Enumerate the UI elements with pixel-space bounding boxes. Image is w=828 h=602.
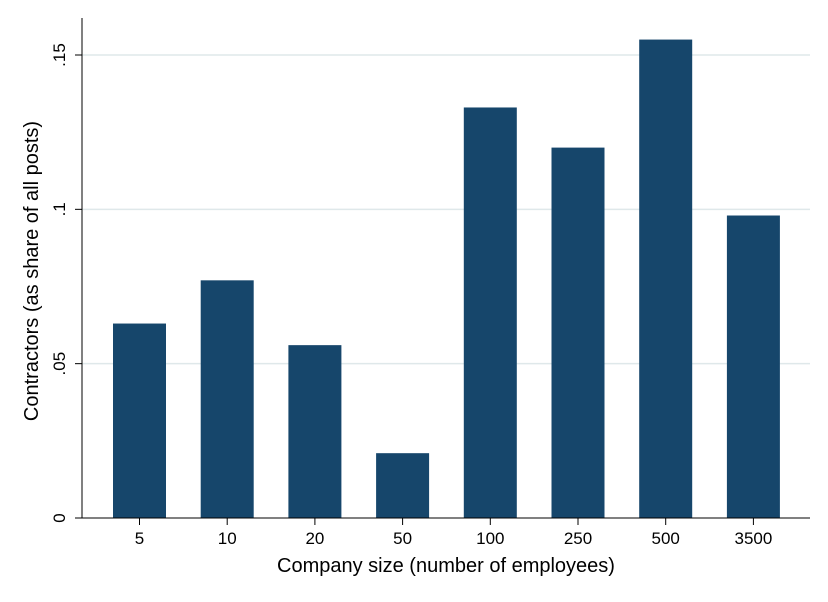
x-tick-label: 50: [393, 529, 412, 548]
bar-3500: [726, 215, 780, 519]
bar-250: [551, 147, 605, 518]
x-tick-label: 20: [305, 529, 324, 548]
axes: [81, 18, 810, 519]
bar-500: [639, 39, 693, 519]
bar-20: [288, 345, 342, 518]
gridlines: [82, 54, 810, 365]
y-tick-label: .05: [50, 352, 69, 376]
x-tick-label: 10: [218, 529, 237, 548]
x-tick-label: 500: [652, 529, 680, 548]
y-tick-label: .1: [50, 202, 69, 216]
y-tick-label: 0: [50, 513, 69, 522]
bar-50: [376, 453, 430, 518]
y-axis-title: Contractors (as share of all posts): [21, 121, 43, 421]
x-tick-label: 3500: [734, 529, 772, 548]
bar-100: [463, 107, 517, 519]
x-tick-label: 5: [135, 529, 144, 548]
x-tick-label: 250: [564, 529, 592, 548]
x-ticks: 5 10 20 50 100 250 500 3500: [135, 518, 772, 548]
y-ticks: 0 .05 .1 .15: [50, 43, 82, 523]
bars: [113, 39, 780, 519]
y-tick-label: .15: [50, 43, 69, 67]
bar-10: [200, 280, 254, 518]
bar-5: [113, 323, 166, 518]
x-tick-label: 100: [476, 529, 504, 548]
x-axis-title: Company size (number of employees): [277, 555, 615, 577]
